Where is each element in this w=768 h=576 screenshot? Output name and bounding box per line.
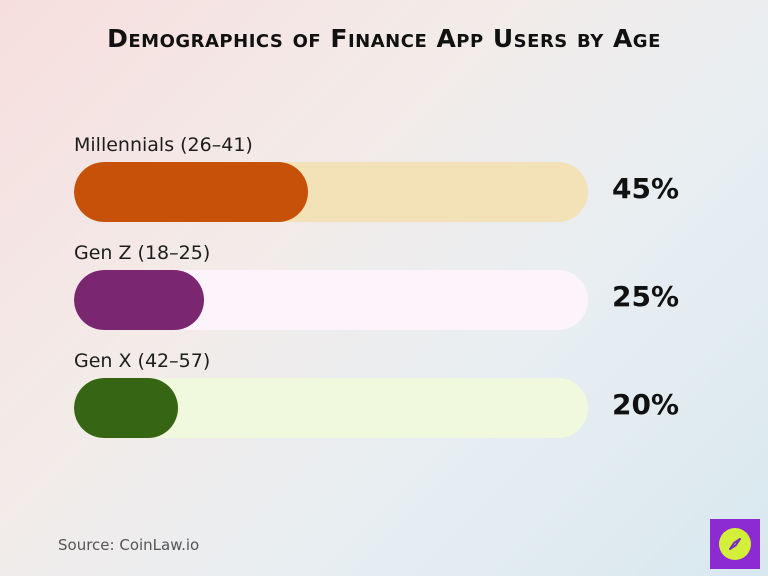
bar-track (74, 378, 588, 438)
bar-track (74, 270, 588, 330)
bar-label: Gen Z (18–25) (74, 242, 211, 264)
bar-track (74, 162, 588, 222)
bar-row-millennials: Millennials (26–41) 45% (74, 134, 694, 234)
bar-label: Gen X (42–57) (74, 350, 211, 372)
compass-icon (719, 528, 751, 560)
bar-row-gen-x: Gen X (42–57) 20% (74, 350, 694, 450)
value-label: 45% (612, 172, 680, 205)
chart-title: Demographics of Finance App Users by Age (107, 24, 661, 53)
bar-row-gen-z: Gen Z (18–25) 25% (74, 242, 694, 342)
bar (74, 378, 178, 438)
value-label: 20% (612, 388, 680, 421)
brand-logo (710, 519, 760, 569)
bar-label: Millennials (26–41) (74, 134, 253, 156)
bar (74, 162, 308, 222)
bar (74, 270, 204, 330)
source-note: Source: CoinLaw.io (58, 536, 200, 554)
value-label: 25% (612, 280, 680, 313)
